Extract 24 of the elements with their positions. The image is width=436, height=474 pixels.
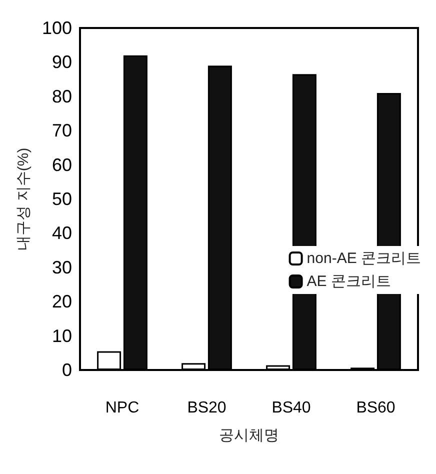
bar [208,66,232,370]
y-tick-label: 50 [52,189,72,209]
legend-label: AE 콘크리트 [306,273,391,290]
bar [123,55,148,370]
bar [266,365,290,370]
y-tick-label: 40 [52,223,72,244]
y-tick-label: 90 [52,52,72,72]
y-tick-label: 80 [52,86,72,106]
y-axis-title: 내구성 지수(%) [15,148,32,250]
x-tick-label: BS40 [272,400,311,416]
y-tick-label: 100 [42,18,72,38]
bar [182,363,206,370]
y-tick-label: 70 [52,120,72,141]
y-tick-label: 30 [52,257,72,278]
x-tick-label: NPC [105,400,140,416]
x-tick-label: BS20 [187,400,226,416]
y-tick-label: 60 [52,154,72,175]
bar [97,351,122,370]
y-tick-label: 20 [52,292,72,312]
y-tick-label: 0 [62,360,72,380]
legend-label: non-AE 콘크리트 [306,250,422,267]
y-tick-label: 10 [52,326,72,346]
x-tick-label: BS60 [356,400,396,416]
x-axis-title: 공시체명 [219,427,279,444]
